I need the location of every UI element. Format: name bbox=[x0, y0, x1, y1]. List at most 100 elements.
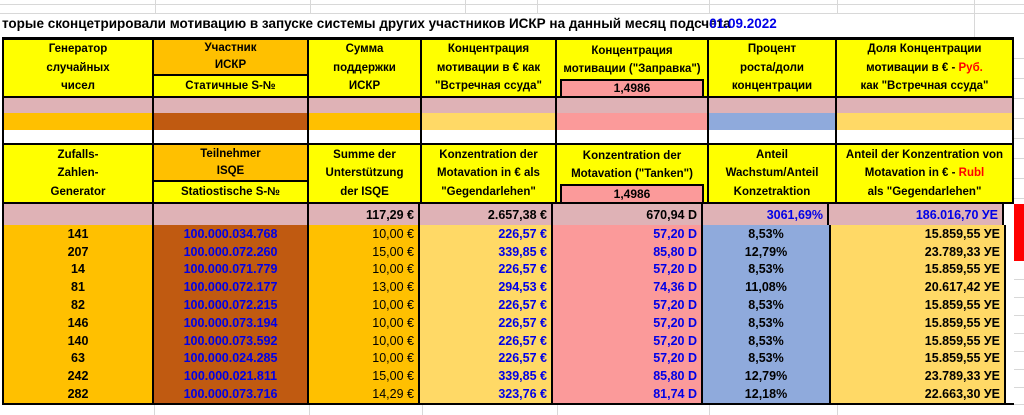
cell-r6-c7[interactable]: 15.859,55 УЕ bbox=[831, 313, 1006, 332]
totals-concentration-eur[interactable]: 2.657,38 € bbox=[420, 204, 553, 225]
cell-r3-c5[interactable]: 57,20 D bbox=[553, 260, 703, 279]
band-cell[interactable] bbox=[709, 98, 837, 113]
cell-r2-c1[interactable]: 207 bbox=[4, 242, 154, 261]
band-cell[interactable] bbox=[154, 130, 309, 143]
cell-r3-c6[interactable]: 8,53% bbox=[703, 260, 831, 279]
cell-r2-c4[interactable]: 339,85 € bbox=[420, 242, 553, 261]
header-cell-percent-de[interactable]: Anteil Wachstum/Anteil Konzetraktion bbox=[709, 145, 837, 202]
cell-r8-c5[interactable]: 57,20 D bbox=[553, 349, 703, 368]
cell-r1-c7[interactable]: 15.859,55 УЕ bbox=[831, 225, 1006, 243]
header-cell-concentration-eur-de[interactable]: Konzentration der Motavation in € als "G… bbox=[422, 145, 557, 202]
band-cell[interactable] bbox=[557, 130, 709, 143]
cell-r10-c6[interactable]: 12,18% bbox=[703, 385, 831, 403]
cell-r4-c5[interactable]: 74,36 D bbox=[553, 278, 703, 297]
band-cell[interactable] bbox=[154, 98, 309, 113]
cell-r1-c4[interactable]: 226,57 € bbox=[420, 225, 553, 243]
band-cell[interactable] bbox=[309, 98, 422, 113]
cell-r4-c7[interactable]: 20.617,42 УЕ bbox=[831, 278, 1006, 297]
band-cell[interactable] bbox=[309, 130, 422, 143]
cell-r5-c7[interactable]: 15.859,55 УЕ bbox=[831, 296, 1006, 314]
cell-r10-c4[interactable]: 323,76 € bbox=[420, 385, 553, 403]
cell-r7-c6[interactable]: 8,53% bbox=[703, 331, 831, 350]
header-cell-generator-de[interactable]: Zufalls- Zahlen- Generator bbox=[4, 145, 154, 202]
cell-r9-c7[interactable]: 23.789,33 УЕ bbox=[831, 367, 1006, 386]
cell-r3-c1[interactable]: 14 bbox=[4, 260, 154, 279]
cell-r6-c3[interactable]: 10,00 € bbox=[309, 313, 420, 332]
cell-r9-c6[interactable]: 12,79% bbox=[703, 367, 831, 386]
cell-r8-c4[interactable]: 226,57 € bbox=[420, 349, 553, 368]
cell-r3-c3[interactable]: 10,00 € bbox=[309, 260, 420, 279]
header-cell-generator-ru[interactable]: Генератор случайных чисел bbox=[4, 40, 154, 96]
band-cell[interactable] bbox=[709, 130, 837, 143]
header-cell-share-de[interactable]: Anteil der Konzentration von Motavation … bbox=[837, 145, 1014, 202]
cell-r6-c5[interactable]: 57,20 D bbox=[553, 313, 703, 332]
cell-r7-c2[interactable]: 100.000.073.592 bbox=[154, 331, 309, 350]
cell-r4-c1[interactable]: 81 bbox=[4, 278, 154, 297]
band-cell[interactable] bbox=[309, 113, 422, 130]
coefficient-cell[interactable]: 1,4986 bbox=[560, 183, 704, 202]
cell-r6-c6[interactable]: 8,53% bbox=[703, 313, 831, 332]
cell-r4-c2[interactable]: 100.000.072.177 bbox=[154, 278, 309, 297]
band-cell[interactable] bbox=[4, 98, 154, 113]
totals-sum[interactable]: 117,29 € bbox=[309, 204, 420, 225]
coefficient-cell[interactable]: 1,4986 bbox=[560, 78, 704, 96]
header-cell-share-ru[interactable]: Доля Концентрации мотивации в € - Руб. к… bbox=[837, 40, 1014, 96]
cell-r7-c7[interactable]: 15.859,55 УЕ bbox=[831, 331, 1006, 350]
totals-cell-empty[interactable] bbox=[4, 204, 154, 225]
band-cell[interactable] bbox=[4, 130, 154, 143]
cell-r1-c6[interactable]: 8,53% bbox=[703, 225, 831, 243]
cell-r7-c5[interactable]: 57,20 D bbox=[553, 331, 703, 350]
cell-r9-c5[interactable]: 85,80 D bbox=[553, 367, 703, 386]
cell-r2-c6[interactable]: 12,79% bbox=[703, 242, 831, 261]
header-cell-percent-ru[interactable]: Процент роста/доли концентрации bbox=[709, 40, 837, 96]
band-cell[interactable] bbox=[4, 113, 154, 130]
cell-r1-c3[interactable]: 10,00 € bbox=[309, 225, 420, 243]
cell-r1-c1[interactable]: 141 bbox=[4, 225, 154, 243]
band-cell[interactable] bbox=[837, 113, 1014, 130]
cell-r2-c2[interactable]: 100.000.072.260 bbox=[154, 242, 309, 261]
cell-r5-c6[interactable]: 8,53% bbox=[703, 296, 831, 314]
header-cell-tanken-de[interactable]: Konzentration der Motavation ("Tanken") … bbox=[557, 145, 709, 202]
band-cell[interactable] bbox=[557, 98, 709, 113]
cell-r3-c2[interactable]: 100.000.071.779 bbox=[154, 260, 309, 279]
header-cell-participant-de[interactable]: Teilnehmer ISQE Statiostische S-№ bbox=[154, 145, 309, 202]
date-cell[interactable]: 01.09.2022 bbox=[709, 16, 777, 31]
header-cell-zapravka-ru[interactable]: Концентрация мотивации ("Заправка") 1,49… bbox=[557, 40, 709, 96]
cell-r3-c4[interactable]: 226,57 € bbox=[420, 260, 553, 279]
header-cell-concentration-eur-ru[interactable]: Концентрация мотивации в € как "Встречна… bbox=[422, 40, 557, 96]
cell-r5-c3[interactable]: 10,00 € bbox=[309, 296, 420, 314]
totals-share[interactable]: 186.016,70 УЕ bbox=[829, 204, 1004, 225]
cell-r8-c1[interactable]: 63 bbox=[4, 349, 154, 368]
cell-r6-c2[interactable]: 100.000.073.194 bbox=[154, 313, 309, 332]
band-cell[interactable] bbox=[837, 98, 1014, 113]
cell-r7-c3[interactable]: 10,00 € bbox=[309, 331, 420, 350]
cell-r1-c5[interactable]: 57,20 D bbox=[553, 225, 703, 243]
cell-r5-c1[interactable]: 82 bbox=[4, 296, 154, 314]
cell-r8-c2[interactable]: 100.000.024.285 bbox=[154, 349, 309, 368]
totals-tanken[interactable]: 670,94 D bbox=[553, 204, 703, 225]
cell-r9-c4[interactable]: 339,85 € bbox=[420, 367, 553, 386]
band-cell[interactable] bbox=[709, 113, 837, 130]
cell-r6-c1[interactable]: 146 bbox=[4, 313, 154, 332]
band-cell[interactable] bbox=[837, 130, 1014, 143]
band-cell[interactable] bbox=[154, 113, 309, 130]
cell-r10-c2[interactable]: 100.000.073.716 bbox=[154, 385, 309, 403]
header-cell-sum-de[interactable]: Summe der Unterstützung der ISQE bbox=[309, 145, 422, 202]
band-cell[interactable] bbox=[422, 98, 557, 113]
cell-r6-c4[interactable]: 226,57 € bbox=[420, 313, 553, 332]
band-cell[interactable] bbox=[557, 113, 709, 130]
cell-r10-c5[interactable]: 81,74 D bbox=[553, 385, 703, 403]
cell-r4-c3[interactable]: 13,00 € bbox=[309, 278, 420, 297]
cell-r8-c3[interactable]: 10,00 € bbox=[309, 349, 420, 368]
cell-r7-c1[interactable]: 140 bbox=[4, 331, 154, 350]
cell-r9-c3[interactable]: 15,00 € bbox=[309, 367, 420, 386]
cell-r8-c6[interactable]: 8,53% bbox=[703, 349, 831, 368]
cell-r1-c2[interactable]: 100.000.034.768 bbox=[154, 225, 309, 243]
cell-r10-c7[interactable]: 22.663,30 УЕ bbox=[831, 385, 1006, 403]
cell-r5-c2[interactable]: 100.000.072.215 bbox=[154, 296, 309, 314]
cell-r2-c5[interactable]: 85,80 D bbox=[553, 242, 703, 261]
cell-r9-c2[interactable]: 100.000.021.811 bbox=[154, 367, 309, 386]
cell-r8-c7[interactable]: 15.859,55 УЕ bbox=[831, 349, 1006, 368]
cell-r4-c4[interactable]: 294,53 € bbox=[420, 278, 553, 297]
band-cell[interactable] bbox=[422, 130, 557, 143]
